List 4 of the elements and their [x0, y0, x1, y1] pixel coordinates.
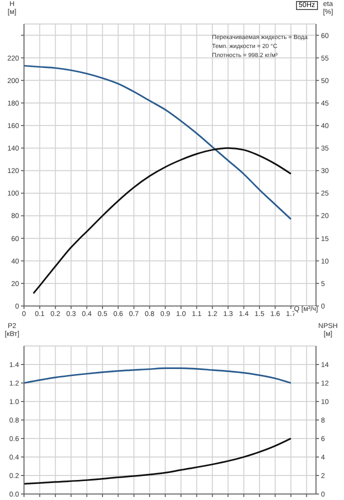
line-series [24, 367, 292, 384]
line-series [24, 438, 292, 485]
line-series [24, 64, 292, 220]
line-series [32, 147, 292, 294]
